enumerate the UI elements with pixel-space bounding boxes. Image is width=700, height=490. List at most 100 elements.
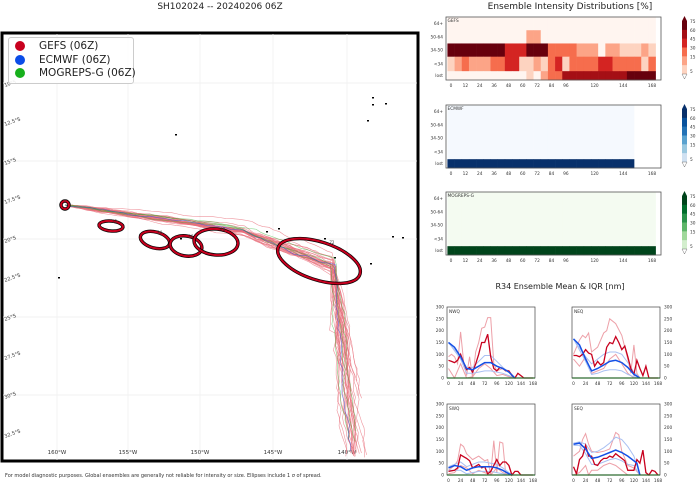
heatmap-cell [612, 105, 620, 119]
heatmap-cell [626, 30, 635, 44]
intensity-panel-gefs: GEFS 64+ 50-64 34-50 <34 lost 0 12 24 36 48 60 72 84 9… [431, 16, 696, 89]
row-label: 50-64 [431, 122, 444, 128]
heatmap-cell [583, 71, 592, 81]
heatmap-cell [612, 246, 620, 256]
heatmap-cell [490, 17, 498, 31]
heatmap-cell [619, 131, 628, 145]
heatmap-cell [461, 246, 470, 256]
heatmap-cell [476, 118, 484, 132]
x-tick-label: 0 [450, 83, 453, 89]
heatmap-cell [454, 56, 463, 72]
r34-title: R34 Ensemble Mean & IQR [nm] [495, 282, 625, 291]
heatmap-cell [476, 246, 484, 256]
heatmap-cell [590, 231, 599, 247]
heatmap-cell [634, 246, 642, 256]
x-tick-label: 168 [654, 478, 662, 484]
heatmap-cell [497, 192, 506, 206]
heatmap-cell [648, 30, 656, 44]
x-tick-label: 36 [491, 171, 497, 177]
heatmap-cell [454, 105, 463, 119]
heatmap-cell [476, 43, 484, 57]
ecmwf-q25-line [448, 342, 516, 379]
heatmap-cell [605, 56, 613, 72]
ecmwf-q25-line [573, 338, 640, 379]
heatmap-cell [447, 56, 455, 72]
heatmap-cell [447, 159, 455, 169]
gefs-q75-line [573, 317, 641, 379]
heatmap-cell [512, 43, 520, 57]
heatmap-cell [454, 231, 463, 247]
x-tick-label: 120 [630, 381, 638, 387]
ellipse-hour-label: 0 [64, 199, 67, 204]
heatmap-cell [555, 43, 563, 57]
x-tick-label: 12 [463, 258, 469, 264]
colorbar-segment [682, 56, 687, 66]
heatmap-cell [547, 30, 556, 44]
heatmap-cell [562, 56, 570, 72]
heatmap-cell [497, 231, 506, 247]
heatmap-cell [619, 205, 628, 219]
heatmap-cell [619, 105, 628, 119]
heatmap-cell [598, 159, 606, 169]
heatmap-cell [540, 218, 549, 232]
heatmap-cell [483, 144, 491, 160]
heatmap-cell [504, 17, 513, 31]
x-tick-label: 120 [505, 478, 513, 484]
colorbar-extend-max [682, 104, 687, 109]
heatmap-cell [454, 30, 463, 44]
heatmap-cell [562, 246, 570, 256]
heatmap-cell [468, 30, 477, 44]
heatmap-cell [547, 118, 556, 132]
y-tick-label: 300 [664, 305, 672, 311]
colorbar-tick: 30 [690, 46, 696, 52]
x-tick-label: 144 [619, 258, 627, 264]
heatmap-cell [490, 231, 498, 247]
row-label: 64+ [434, 109, 443, 115]
colorbar-segment [682, 204, 687, 214]
heatmap-cell [504, 246, 513, 256]
heatmap-cell [619, 118, 628, 132]
heatmap-cell [576, 56, 585, 72]
colorbar-segment [682, 222, 687, 232]
heatmap-cell [555, 131, 563, 145]
row-label: 34-50 [431, 136, 444, 142]
heatmap-cell [519, 30, 527, 44]
heatmap-cell [519, 144, 527, 160]
heatmap-cell [483, 231, 491, 247]
heatmap-cell [626, 17, 635, 31]
heatmap-cell [598, 118, 606, 132]
heatmap-cell [476, 131, 484, 145]
y-tick-label: 200 [436, 328, 444, 334]
heatmap-cell [461, 17, 470, 31]
heatmap-cell [476, 71, 484, 81]
heatmap-cell [519, 231, 527, 247]
heatmap-cell [526, 218, 534, 232]
x-tick-label: 96 [563, 171, 569, 177]
heatmap-cell [461, 192, 470, 206]
heatmap-cell [626, 118, 635, 132]
gefs-mean-line [573, 335, 658, 379]
heatmap-cell [468, 43, 477, 57]
heatmap-cell [562, 192, 570, 206]
heatmap-cell [590, 105, 599, 119]
heatmap-cell [634, 71, 642, 81]
r34-panel-swq: SWQ 0 24 48 72 96 120 144 168 0 50 100 150 200 250 300 [436, 402, 538, 485]
x-tick-label: 24 [477, 258, 483, 264]
heatmap-cell [483, 131, 491, 145]
heatmap-cell [454, 43, 463, 57]
x-tick-label: 120 [630, 478, 638, 484]
heatmap-cell [490, 30, 498, 44]
island [175, 134, 177, 136]
heatmap-cell [648, 205, 656, 219]
colorbar-segment [682, 38, 687, 48]
heatmap-cell [555, 105, 563, 119]
heatmap-cell [569, 246, 577, 256]
heatmap-cell [562, 218, 570, 232]
heatmap-cell [648, 17, 656, 31]
x-tick-label: 0 [447, 381, 450, 387]
colorbar-segment [682, 213, 687, 223]
heatmap-cell [612, 192, 620, 206]
x-tick-label: 72 [607, 381, 613, 387]
heatmap-cell [497, 205, 506, 219]
y-tick-label: 100 [664, 449, 672, 455]
